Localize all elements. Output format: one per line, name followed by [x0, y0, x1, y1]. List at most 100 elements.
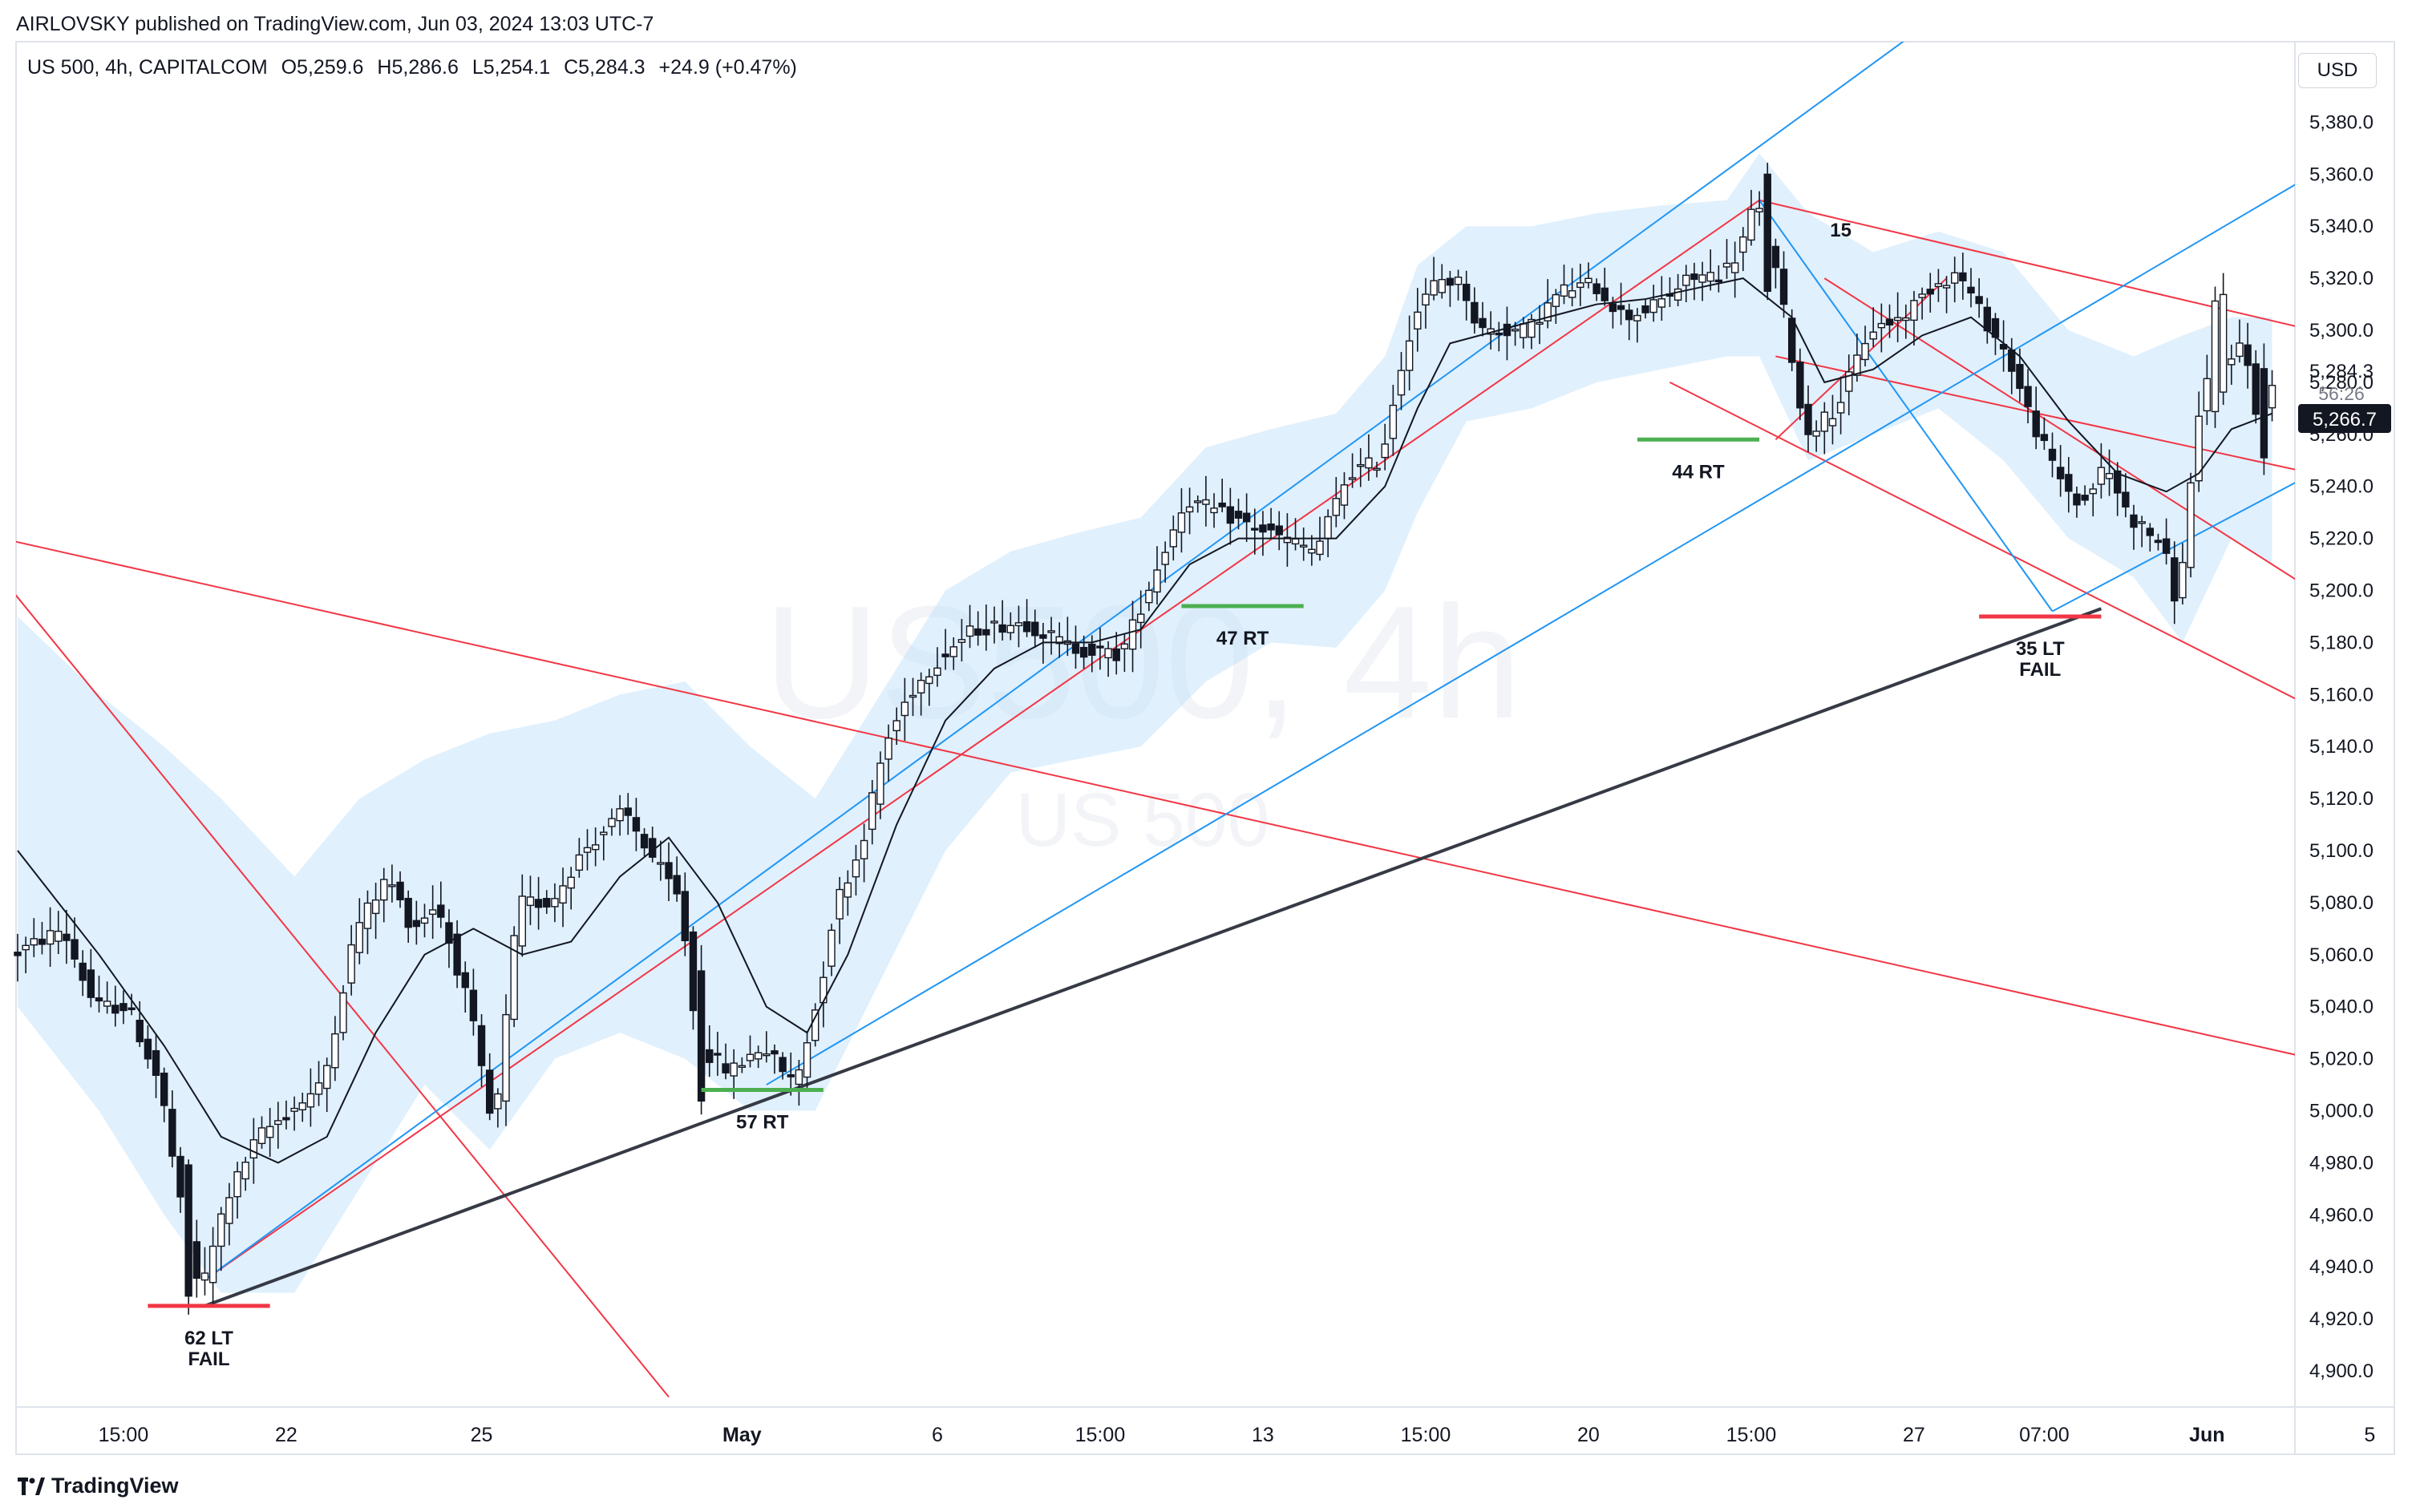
candle-bear: [1779, 269, 1788, 305]
y-tick-label: 4,900.0: [2309, 1360, 2374, 1382]
candle-bear: [63, 933, 71, 941]
candle-bear: [787, 1073, 795, 1077]
y-tick-label: 5,360.0: [2309, 164, 2374, 185]
candle-bear: [706, 1049, 714, 1063]
candle-bear: [1926, 289, 1934, 295]
candle-bull: [363, 902, 372, 929]
y-tick-label: 5,300.0: [2309, 320, 2374, 342]
candle-bear: [2162, 538, 2171, 554]
candle-bear: [176, 1155, 184, 1198]
candle-bull: [2236, 342, 2244, 358]
candle-bear: [2048, 448, 2057, 461]
candle-bear: [412, 920, 421, 928]
candle-bull: [1136, 613, 1145, 624]
candle-bull: [868, 792, 876, 831]
candle-bull: [1511, 329, 1520, 332]
x-tick-label: 15:00: [1075, 1424, 1126, 1446]
candle-bull: [1397, 370, 1406, 396]
candle-bull: [1177, 512, 1186, 533]
candle-bull: [2211, 300, 2220, 413]
trendline-8: [204, 42, 1904, 1281]
currency-button[interactable]: USD: [2298, 53, 2377, 88]
y-tick-label: 4,960.0: [2309, 1204, 2374, 1226]
candle-bull: [1324, 515, 1332, 540]
candle-bear: [2024, 386, 2032, 407]
candle-bear: [1096, 645, 1104, 649]
candle-bull: [217, 1213, 225, 1247]
candle-bull: [836, 888, 844, 920]
candle-bull: [1373, 467, 1381, 471]
candle-bear: [1275, 525, 1283, 536]
candle-bull: [1942, 285, 1951, 289]
candle-bear: [1771, 245, 1780, 269]
candle-bull: [1576, 282, 1584, 289]
candle-bull: [884, 737, 892, 760]
candle-bull: [1120, 643, 1129, 649]
candle-bear: [1975, 296, 1983, 305]
y-tick-label: 5,000.0: [2309, 1101, 2374, 1122]
candle-bull: [1820, 411, 1829, 432]
candle-bear: [396, 881, 404, 901]
watermark: US500, 4h US 500: [763, 573, 1521, 863]
y-tick-label: 4,940.0: [2309, 1256, 2374, 1278]
candle-bull: [917, 679, 925, 693]
volatility-band: [18, 153, 2272, 1293]
candle-bull: [55, 930, 63, 942]
candle-bull: [314, 1082, 323, 1095]
candle-bear: [111, 1005, 119, 1014]
candle-bull: [933, 667, 941, 677]
price-axis[interactable]: 4,900.0 4,920.0 4,940.0 4,960.0 4,980.0 5,000…: [2309, 111, 2374, 1382]
tradingview-logo[interactable]: TradingView: [18, 1474, 179, 1498]
candle-bull: [1308, 548, 1316, 554]
candle-bull: [388, 884, 396, 887]
candle-bear: [1967, 286, 1975, 294]
candle-bear: [461, 972, 469, 988]
candle-bear: [477, 1025, 486, 1066]
candle-bear: [184, 1164, 192, 1297]
candle-bull: [876, 762, 884, 805]
candle-bear: [2122, 491, 2130, 507]
y-tick-label: 5,100.0: [2309, 840, 2374, 862]
x-tick-label: 20: [1577, 1424, 1600, 1446]
candle-bear: [2146, 528, 2155, 536]
candle-bull: [925, 676, 933, 685]
candle-bear: [2056, 467, 2065, 479]
candle-bull: [347, 944, 355, 984]
x-tick-label: 27: [1903, 1424, 1925, 1446]
candle-bull: [1877, 322, 1886, 329]
candle-bull: [608, 818, 616, 827]
y-tick-label: 5,220.0: [2309, 528, 2374, 550]
candle-bull: [1536, 321, 1544, 325]
candle-bear: [14, 952, 22, 956]
candle-bear: [1234, 511, 1243, 519]
trendlines[interactable]: [2, 0, 2313, 1398]
support-sublabel-4: FAIL: [2019, 659, 2061, 681]
candle-bear: [1804, 403, 1812, 435]
candle-bear: [282, 1117, 290, 1121]
candle-bull: [2187, 482, 2195, 568]
candle-bull: [323, 1065, 331, 1090]
candle-bull: [1649, 299, 1657, 313]
candle-bull: [298, 1102, 306, 1110]
candle-bull: [657, 862, 665, 865]
time-axis[interactable]: 15:00 22 25 May 6 15:00 13 15:00 20 15:00 27 07:00 J…: [99, 1424, 2376, 1446]
candle-bull: [494, 1093, 502, 1110]
candle-bear: [1462, 283, 1471, 301]
candle-bull: [1438, 278, 1446, 293]
candle-bear: [192, 1241, 201, 1280]
candle-bull: [1153, 569, 1161, 593]
candle-bear: [1787, 317, 1796, 363]
candle-bull: [2097, 467, 2106, 485]
candle-bear: [168, 1109, 176, 1157]
candle-bull: [949, 646, 957, 657]
y-tick-label: 5,060.0: [2309, 944, 2374, 966]
candle-bull: [420, 917, 429, 924]
candle-bull: [265, 1126, 274, 1138]
support-label-0: 62 LT: [184, 1328, 233, 1349]
candle-bear: [2113, 470, 2122, 494]
candle-bull: [738, 1065, 747, 1068]
price-label-high: 5,284.3: [2309, 361, 2374, 382]
symbol-legend[interactable]: US 500, 4h, CAPITALCOM O5,259.6 H5,286.6…: [27, 56, 805, 79]
candle-bull: [811, 1009, 820, 1041]
